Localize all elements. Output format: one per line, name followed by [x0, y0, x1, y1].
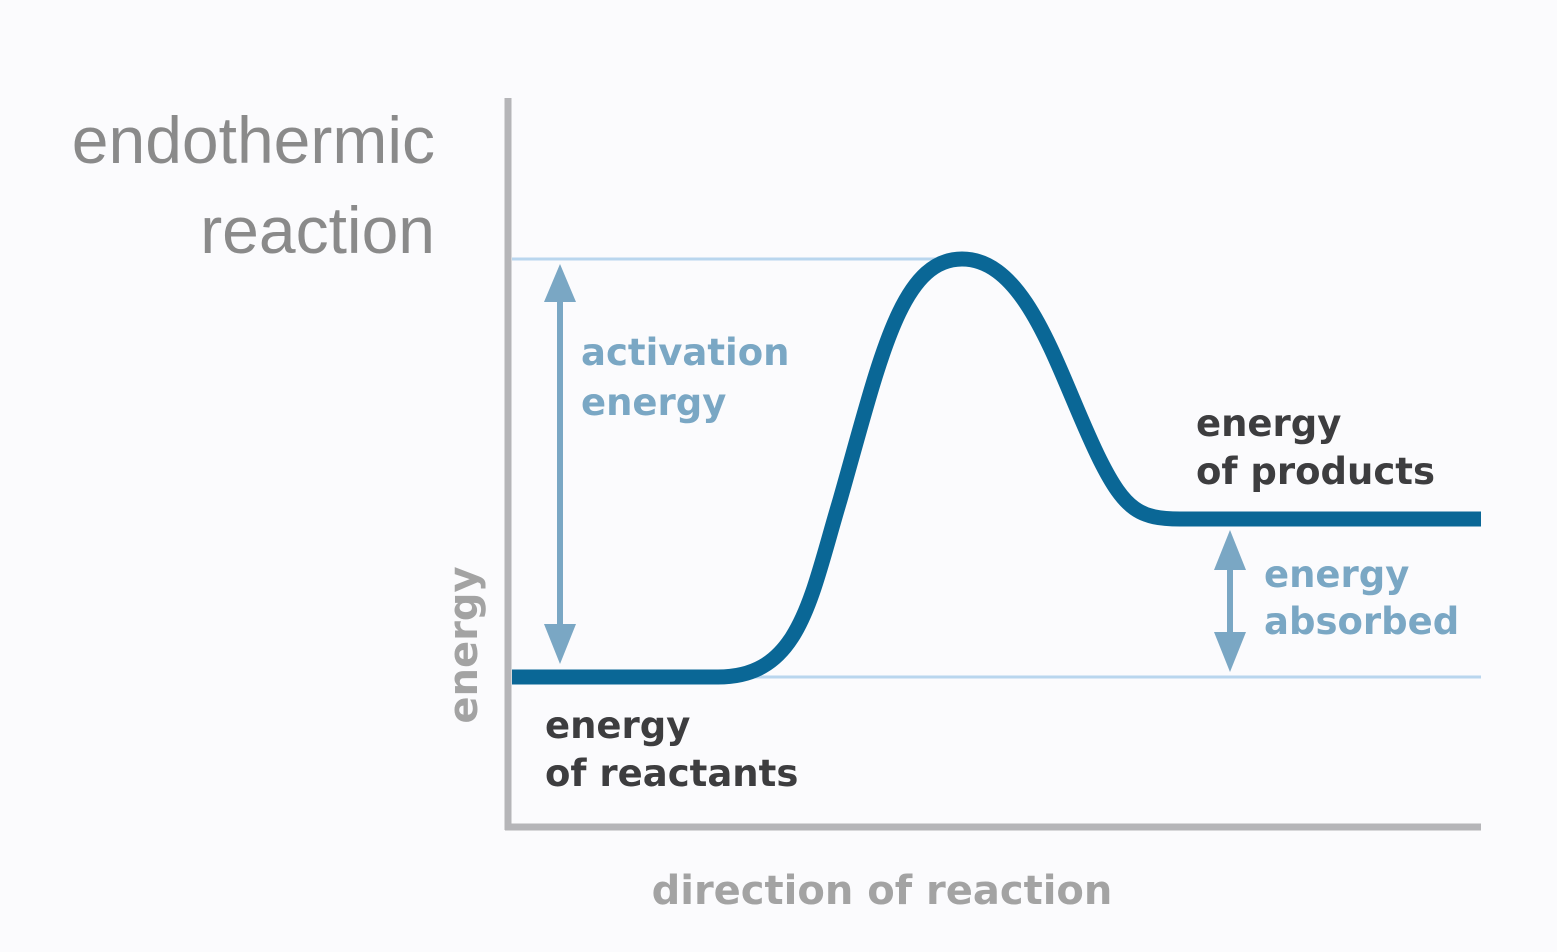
diagram-title-line-2: reaction [200, 193, 435, 267]
reactants-label-line-2: of reactants [545, 752, 798, 795]
activation-energy-label-line-1: activation [581, 331, 790, 374]
energy-curve [512, 251, 1481, 685]
absorbed-label-line-1: energy [1264, 553, 1409, 596]
activation-energy-label-line-2: energy [581, 381, 726, 424]
absorbed-label-line-2: absorbed [1264, 600, 1459, 643]
products-label-line-1: energy [1196, 402, 1341, 445]
products-label-line-2: of products [1196, 450, 1435, 493]
x-axis-label: direction of reaction [652, 868, 1113, 914]
reactants-label-line-1: energy [545, 704, 690, 747]
activation-energy-arrow-icon [544, 264, 576, 664]
y-axis-label: energy [441, 566, 487, 723]
energy-absorbed-arrow-icon [1214, 530, 1246, 672]
diagram-title-line-1: endothermic [72, 103, 435, 177]
